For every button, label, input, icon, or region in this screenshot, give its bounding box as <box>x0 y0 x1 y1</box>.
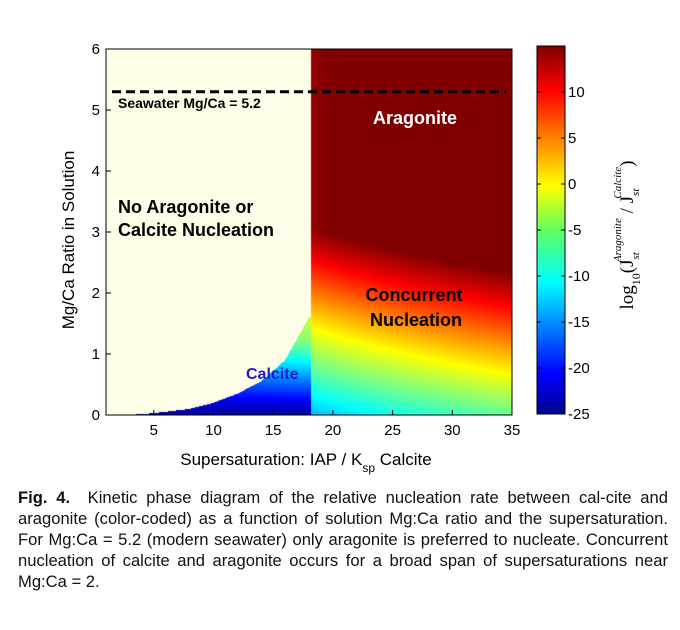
y-tick-label: 6 <box>92 41 100 58</box>
colorbar-tick-label: -10 <box>568 268 590 285</box>
caption-text: Kinetic phase diagram of the relative nu… <box>18 488 668 591</box>
colorbar-label-sub-st2: st <box>630 188 642 196</box>
colorbar-label-base: 10 <box>629 273 643 285</box>
colorbar-tick-label: 5 <box>568 130 576 147</box>
y-tick-label: 2 <box>92 285 100 302</box>
heatmap-image <box>106 49 512 415</box>
y-tick-label: 4 <box>92 163 100 180</box>
x-axis-label-suffix: Calcite <box>375 450 432 469</box>
x-axis-ticks: 5 10 15 20 25 30 35 <box>150 410 521 439</box>
annotation-no-nucleation-line1: No Aragonite or <box>118 197 253 217</box>
x-axis-label-sub: sp <box>362 461 375 475</box>
colorbar-tick-label: 10 <box>568 84 585 101</box>
colorbar-label-sub-st1: st <box>630 251 642 259</box>
x-tick-label: 20 <box>325 422 342 439</box>
y-tick-label: 1 <box>92 346 100 363</box>
y-axis-ticks: 0 1 2 3 4 5 6 <box>92 41 111 424</box>
plot-area <box>105 48 513 416</box>
colorbar-tick-label: -15 <box>568 314 590 331</box>
x-axis-label-main: Supersaturation: IAP / K <box>180 450 363 469</box>
annotation-seawater: Seawater Mg/Ca = 5.2 <box>118 95 261 111</box>
y-tick-label: 0 <box>92 407 100 424</box>
annotation-aragonite: Aragonite <box>373 108 457 128</box>
phase-diagram-figure: 5 10 15 20 25 30 35 0 1 2 3 4 5 6 Seawater Mg/Ca = 5… <box>59 41 643 475</box>
colorbar-label-sup-calc: Calcite <box>612 167 624 199</box>
caption-label: Fig. 4. <box>18 488 71 507</box>
annotation-no-nucleation-line2: Calcite Nucleation <box>118 220 274 240</box>
annotation-concurrent-line1: Concurrent <box>365 285 462 305</box>
x-tick-label: 10 <box>205 422 222 439</box>
colorbar-gradient <box>536 45 566 415</box>
colorbar-tick-label: -20 <box>568 360 590 377</box>
x-tick-label: 5 <box>150 422 158 439</box>
annotation-calcite: Calcite <box>246 366 299 383</box>
colorbar: 10 5 0 -5 -10 -15 -20 -25 <box>536 45 590 423</box>
colorbar-tick-label: -5 <box>568 222 581 239</box>
colorbar-ticks: 10 5 0 -5 -10 -15 -20 -25 <box>537 84 590 423</box>
colorbar-label: log10(JstAragonite / JstCalcite) <box>612 161 643 310</box>
x-tick-label: 35 <box>504 422 521 439</box>
x-axis-label: Supersaturation: IAP / Ksp Calcite <box>180 450 431 475</box>
annotation-concurrent-line2: Nucleation <box>370 310 462 330</box>
y-tick-label: 3 <box>92 224 100 241</box>
colorbar-tick-label: -25 <box>568 406 590 423</box>
x-tick-label: 25 <box>384 422 401 439</box>
y-tick-label: 5 <box>92 102 100 119</box>
y-axis-label: Mg/Ca Ratio in Solution <box>59 151 78 330</box>
x-tick-label: 15 <box>265 422 282 439</box>
colorbar-tick-label: 0 <box>568 176 576 193</box>
colorbar-label-log: log <box>617 285 638 310</box>
colorbar-label-sup-arag: Aragonite <box>612 218 624 263</box>
x-tick-label: 30 <box>444 422 461 439</box>
figure-caption: Fig. 4. Kinetic phase diagram of the rel… <box>18 487 668 592</box>
